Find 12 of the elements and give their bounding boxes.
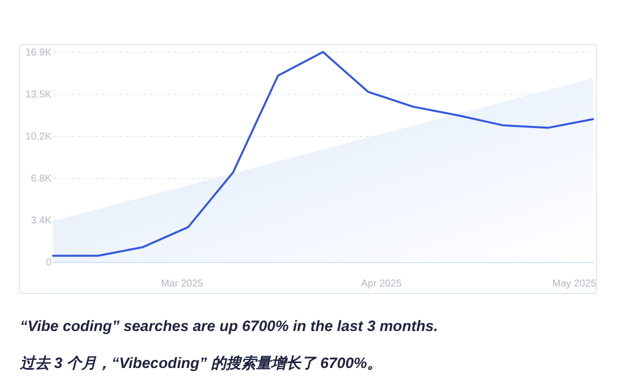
y-tick-label: 10.2K: [25, 131, 52, 142]
y-tick-label: 3.4K: [30, 216, 52, 226]
text: “Vibe coding” searches are up 6700% in the last 3 months.: [20, 318, 438, 335]
x-tick-label: Mar 2025: [160, 278, 204, 290]
x-tick-label: May 2025: [552, 278, 597, 290]
y-tick-label: 13.5K: [25, 90, 52, 100]
y-tick-label: 0: [46, 258, 52, 268]
y-tick-label: 16.9K: [25, 48, 52, 58]
y-tick-label: 6.8K: [30, 174, 52, 184]
text: 过去 3 个月，“Vibecoding” 的搜索量增长了 6700%。: [20, 354, 382, 373]
line-series: [52, 51, 594, 257]
x-tick-label: Apr 2025: [361, 278, 402, 290]
